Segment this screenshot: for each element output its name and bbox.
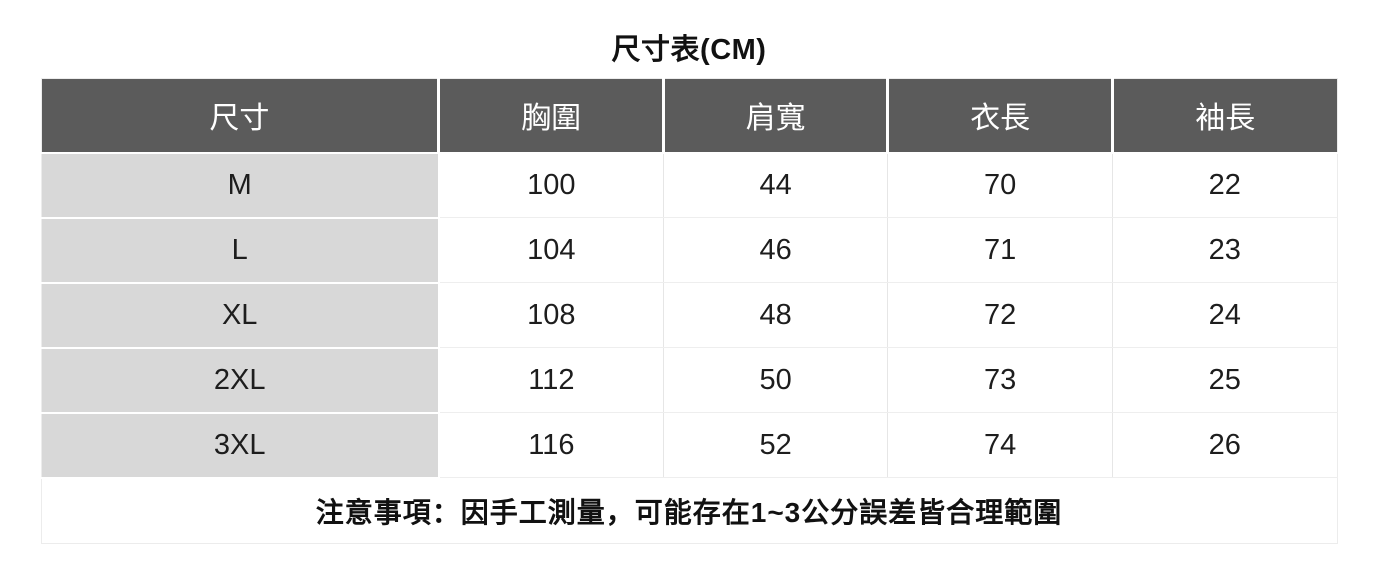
measurement-cell: 46 — [663, 217, 889, 283]
table-row-l: L 104 46 71 23 — [41, 217, 1337, 284]
measurement-cell: 116 — [438, 412, 664, 478]
measurement-cell: 50 — [663, 347, 889, 413]
size-cell: XL — [41, 282, 440, 349]
measurement-cell: 104 — [438, 217, 664, 283]
measurement-cell: 73 — [887, 347, 1113, 413]
measurement-cell: 70 — [887, 152, 1113, 218]
size-chart-table: 尺寸 胸圍 肩寬 衣長 袖長 M 100 44 70 22 L 104 46 7… — [40, 78, 1338, 544]
size-cell: 2XL — [41, 347, 440, 414]
column-header-chest: 胸圍 — [438, 78, 665, 154]
size-chart-title: 尺寸表(CM) — [611, 34, 767, 66]
table-header-row: 尺寸 胸圍 肩寬 衣長 袖長 — [41, 78, 1337, 154]
column-header-size: 尺寸 — [41, 78, 441, 154]
table-row-2xl: 2XL 112 50 73 25 — [41, 347, 1337, 414]
size-cell: M — [41, 152, 440, 219]
measurement-cell: 72 — [887, 282, 1113, 348]
measurement-cell: 24 — [1112, 282, 1337, 348]
measurement-cell: 112 — [438, 347, 664, 413]
table-row-xl: XL 108 48 72 24 — [41, 282, 1337, 349]
measurement-cell: 74 — [887, 412, 1113, 478]
measurement-cell: 71 — [887, 217, 1113, 283]
measurement-cell: 23 — [1112, 217, 1337, 283]
column-header-sleeve: 袖長 — [1112, 78, 1337, 154]
measurement-cell: 44 — [663, 152, 889, 218]
measurement-cell: 108 — [438, 282, 664, 348]
measurement-cell: 100 — [438, 152, 664, 218]
table-row-m: M 100 44 70 22 — [41, 152, 1337, 219]
size-cell: 3XL — [41, 412, 440, 479]
size-cell: L — [41, 217, 440, 284]
column-header-length: 衣長 — [887, 78, 1114, 154]
note-row: 注意事項：因手工測量，可能存在1~3公分誤差皆合理範圍 — [41, 477, 1337, 544]
measurement-cell: 52 — [663, 412, 889, 478]
measurement-note: 注意事項：因手工測量，可能存在1~3公分誤差皆合理範圍 — [41, 477, 1337, 544]
measurement-cell: 26 — [1112, 412, 1337, 478]
measurement-cell: 25 — [1112, 347, 1337, 413]
measurement-cell: 22 — [1112, 152, 1337, 218]
table-row-3xl: 3XL 116 52 74 26 — [41, 412, 1337, 479]
column-header-shoulder: 肩寬 — [663, 78, 890, 154]
measurement-cell: 48 — [663, 282, 889, 348]
